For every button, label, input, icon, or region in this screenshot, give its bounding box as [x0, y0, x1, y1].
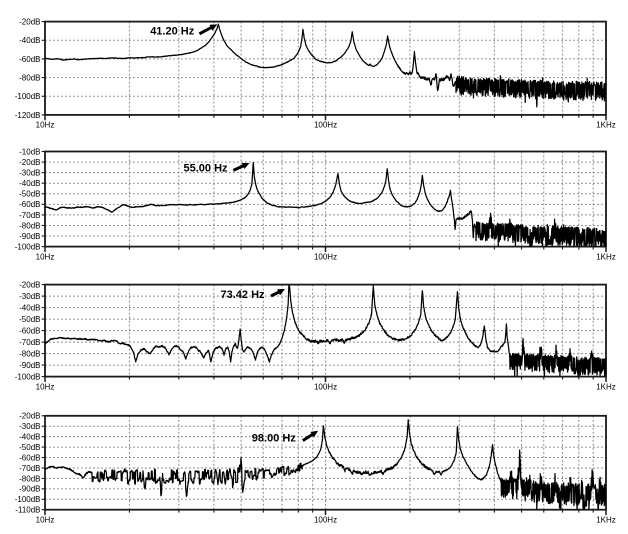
svg-text:-70dB: -70dB: [19, 464, 40, 473]
svg-text:-60dB: -60dB: [19, 453, 40, 462]
svg-text:-100dB: -100dB: [15, 92, 41, 101]
svg-text:-80dB: -80dB: [19, 73, 40, 82]
svg-text:-100dB: -100dB: [15, 373, 41, 382]
svg-text:-20dB: -20dB: [19, 158, 40, 167]
svg-text:-50dB: -50dB: [19, 443, 40, 452]
svg-text:-80dB: -80dB: [19, 221, 40, 230]
svg-text:-30dB: -30dB: [19, 422, 40, 431]
svg-text:-40dB: -40dB: [19, 36, 40, 45]
svg-text:10Hz: 10Hz: [36, 516, 55, 525]
svg-text:-50dB: -50dB: [19, 315, 40, 324]
svg-text:-20dB: -20dB: [19, 281, 40, 290]
svg-text:100Hz: 100Hz: [314, 516, 337, 525]
svg-text:-70dB: -70dB: [19, 338, 40, 347]
svg-text:-90dB: -90dB: [19, 485, 40, 494]
svg-text:-20dB: -20dB: [19, 18, 40, 27]
svg-text:55.00 Hz: 55.00 Hz: [184, 162, 229, 174]
svg-text:-30dB: -30dB: [19, 292, 40, 301]
svg-text:-110dB: -110dB: [15, 506, 40, 515]
svg-text:-40dB: -40dB: [19, 304, 40, 313]
svg-text:-50dB: -50dB: [19, 190, 40, 199]
svg-text:-60dB: -60dB: [19, 327, 40, 336]
svg-text:-100dB: -100dB: [15, 243, 41, 252]
svg-text:-40dB: -40dB: [19, 433, 40, 442]
svg-text:-70dB: -70dB: [19, 211, 40, 220]
svg-text:-30dB: -30dB: [19, 169, 40, 178]
svg-text:-90dB: -90dB: [19, 232, 40, 241]
svg-text:10Hz: 10Hz: [36, 382, 55, 391]
svg-text:-100dB: -100dB: [15, 495, 41, 504]
svg-text:10Hz: 10Hz: [36, 252, 55, 261]
svg-text:-60dB: -60dB: [19, 200, 40, 209]
svg-text:-40dB: -40dB: [19, 179, 40, 188]
svg-text:-10dB: -10dB: [19, 147, 40, 156]
svg-text:41.20 Hz: 41.20 Hz: [150, 26, 195, 38]
svg-text:1KHz: 1KHz: [596, 252, 616, 261]
svg-text:73.42 Hz: 73.42 Hz: [221, 289, 266, 301]
svg-text:-60dB: -60dB: [19, 55, 40, 64]
svg-text:1KHz: 1KHz: [596, 121, 616, 130]
svg-text:-90dB: -90dB: [19, 361, 40, 370]
svg-text:98.00 Hz: 98.00 Hz: [252, 432, 297, 444]
svg-text:-80dB: -80dB: [19, 350, 40, 359]
svg-text:100Hz: 100Hz: [314, 252, 337, 261]
svg-text:-20dB: -20dB: [19, 412, 40, 421]
svg-text:-80dB: -80dB: [19, 474, 40, 483]
svg-text:-120dB: -120dB: [15, 111, 41, 120]
svg-text:1KHz: 1KHz: [596, 516, 616, 525]
svg-text:10Hz: 10Hz: [36, 121, 55, 130]
svg-text:100Hz: 100Hz: [314, 121, 337, 130]
svg-text:1KHz: 1KHz: [596, 382, 616, 391]
svg-text:100Hz: 100Hz: [314, 382, 337, 391]
